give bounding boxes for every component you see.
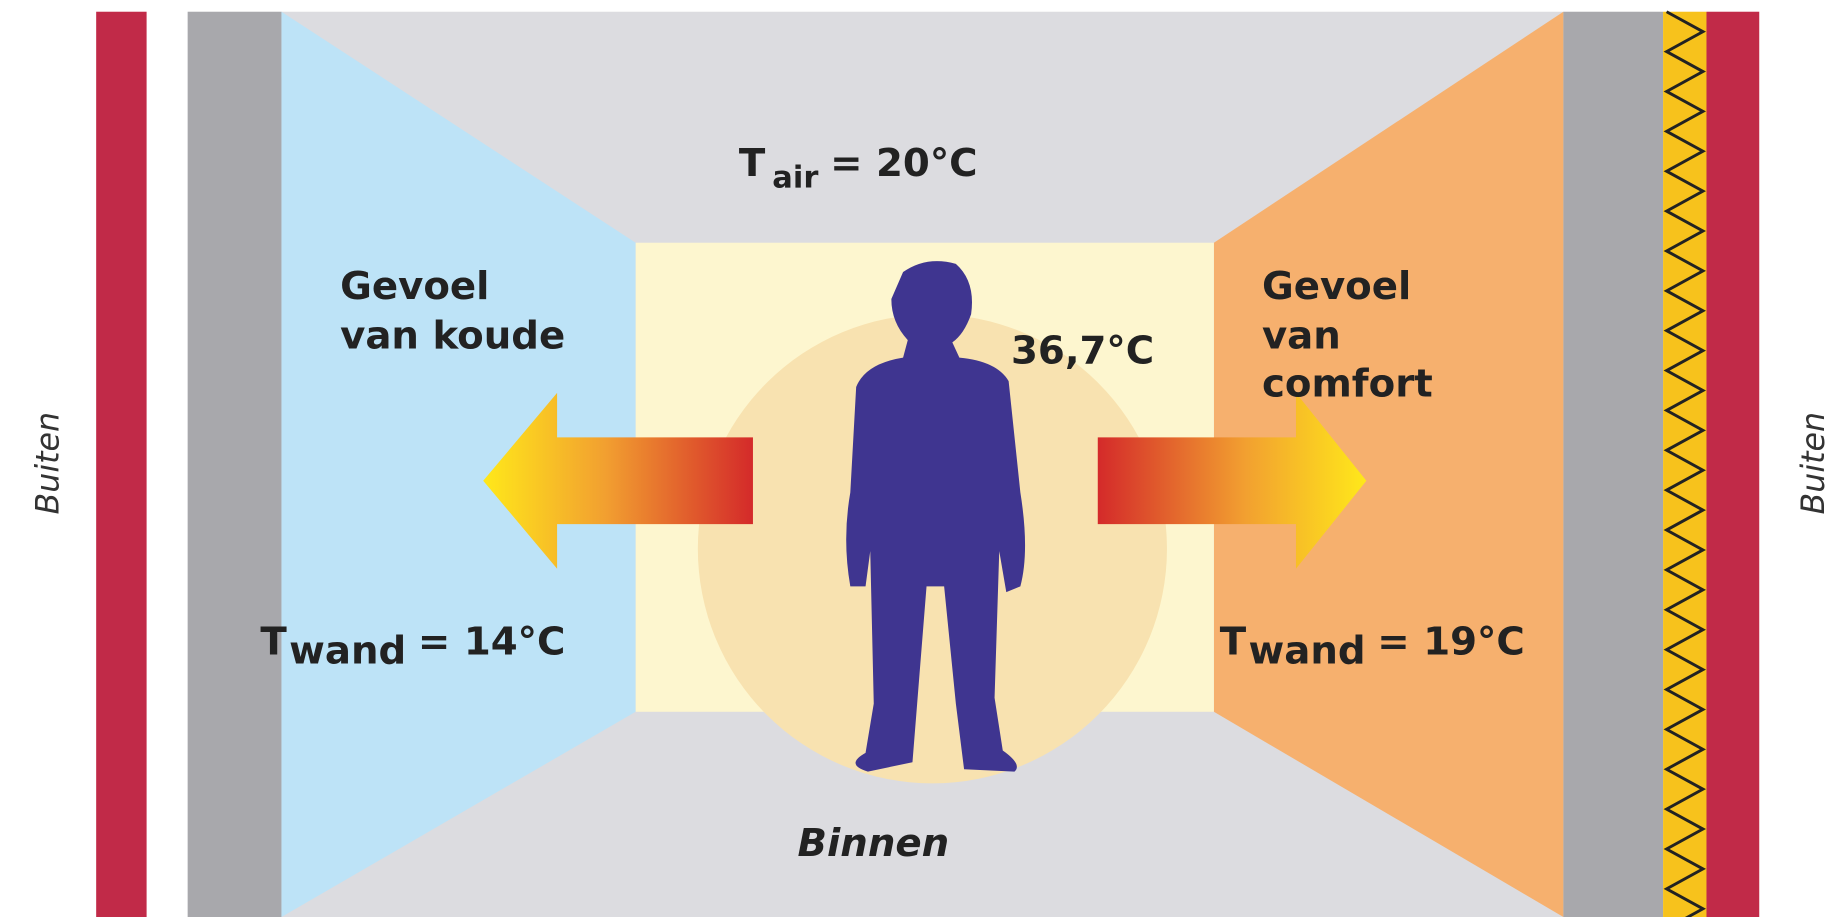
body-temperature: 36,7°C: [1011, 329, 1154, 374]
insulation: [1663, 11, 1707, 917]
outer-wall-left: [96, 11, 147, 917]
wall-right: [1563, 11, 1664, 917]
heat-arrow-left: [483, 392, 753, 569]
wall-temperature-right: Twand = 19°C: [1220, 619, 1525, 673]
feeling-left: van koude: [340, 313, 565, 358]
feeling-left: Gevoel: [340, 264, 489, 309]
inside-label: Binnen: [798, 821, 950, 866]
warm-zone: [1213, 11, 1564, 917]
heat-arrow-right: [1097, 392, 1367, 569]
outside-label: Buiten: [1796, 412, 1832, 515]
insulation-pattern: [1663, 10, 1707, 917]
feeling-right: Gevoel: [1262, 264, 1411, 309]
feeling-right: comfort: [1262, 361, 1433, 406]
feeling-right: van: [1262, 313, 1341, 358]
person: [846, 261, 1026, 772]
outer-wall-right: [1706, 11, 1760, 917]
outside-label: Buiten: [31, 412, 67, 515]
wall-left: [187, 11, 282, 917]
wall-temperature-left: Twand = 14°C: [260, 619, 565, 673]
cold-zone: [281, 11, 636, 917]
